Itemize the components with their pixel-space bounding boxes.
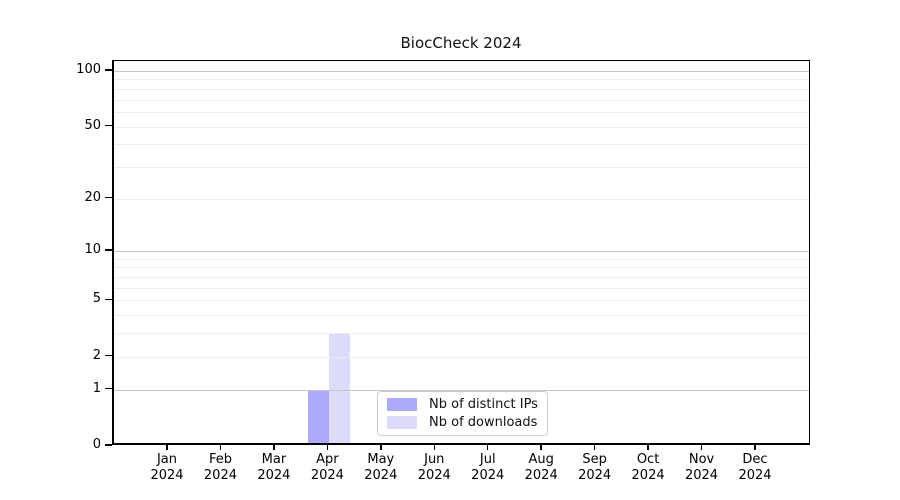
minor-gridline	[114, 277, 809, 279]
x-tick-year: 2024	[631, 468, 665, 483]
x-tick-month: Sep	[582, 452, 607, 467]
minor-gridline	[114, 356, 809, 358]
x-tick-mark	[754, 445, 756, 450]
minor-gridline	[114, 287, 809, 289]
legend-swatch-distinct-ips	[387, 398, 417, 411]
x-tick-mark	[219, 445, 222, 450]
bars-layer	[114, 61, 809, 443]
x-tick-month: Feb	[208, 452, 232, 467]
x-tick-month: May	[367, 452, 395, 467]
legend-label-downloads: Nb of downloads	[429, 415, 538, 430]
y-tick-label: 10	[84, 242, 101, 258]
x-tick-month: Nov	[688, 452, 715, 467]
legend-item-downloads: Nb of downloads	[387, 415, 538, 430]
x-tick-mark	[486, 445, 489, 450]
x-tick-label: Dec 2024	[712, 452, 798, 484]
x-tick-label: Mar 2024	[231, 452, 317, 484]
minor-gridline	[114, 79, 809, 81]
minor-gridline	[114, 258, 809, 260]
bar-downloads	[329, 333, 351, 443]
x-tick-label: Jun 2024	[391, 452, 477, 484]
x-tick-mark	[326, 445, 329, 450]
y-tick-mark	[105, 387, 112, 390]
minor-gridline	[114, 126, 809, 128]
x-tick-year: 2024	[684, 468, 719, 483]
x-tick-mark	[166, 445, 168, 450]
y-tick-mark	[105, 354, 112, 357]
y-tick-label: 100	[76, 62, 101, 77]
minor-gridline	[114, 267, 809, 269]
x-tick-label: Nov 2024	[659, 452, 745, 484]
x-tick-month: Mar	[261, 452, 287, 467]
plot-area	[112, 60, 810, 445]
x-tick-label: Jul 2024	[445, 452, 531, 484]
bar-distinct-ips	[308, 389, 330, 443]
x-tick-label: Jan 2024	[124, 452, 210, 484]
chart-title: BiocCheck 2024	[400, 34, 522, 52]
y-tick-mark	[105, 124, 112, 127]
x-tick-label: Feb 2024	[177, 452, 263, 484]
y-tick-mark	[105, 444, 112, 446]
legend: Nb of distinct IPs Nb of downloads	[377, 391, 548, 436]
x-tick-label: Apr 2024	[284, 452, 370, 484]
x-tick-mark	[647, 445, 649, 450]
x-tick-mark	[380, 445, 382, 450]
x-tick-year: 2024	[471, 468, 505, 483]
y-tick-mark	[105, 249, 112, 251]
y-tick-mark	[105, 69, 112, 71]
y-tick-label: 1	[92, 380, 101, 396]
x-tick-month: Aug	[528, 452, 554, 467]
y-tick-label: 5	[92, 291, 101, 307]
x-tick-year: 2024	[364, 468, 398, 483]
x-tick-month: Jan	[156, 452, 178, 467]
y-tick-mark	[105, 196, 112, 199]
minor-gridline	[114, 315, 809, 317]
x-tick-month: Jun	[424, 452, 445, 467]
x-tick-year: 2024	[738, 468, 772, 483]
major-gridline	[114, 71, 809, 72]
x-tick-mark	[593, 445, 596, 450]
x-tick-label: Aug 2024	[498, 452, 584, 484]
x-tick-year: 2024	[203, 468, 237, 483]
y-tick-label: 0	[92, 437, 101, 452]
x-tick-year: 2024	[257, 468, 291, 483]
x-tick-month: Apr	[316, 452, 339, 467]
legend-item-distinct-ips: Nb of distinct IPs	[387, 397, 538, 412]
grid-layer	[114, 61, 809, 443]
x-tick-label: May 2024	[338, 452, 424, 484]
x-tick-year: 2024	[150, 468, 184, 483]
x-tick-month: Jul	[479, 452, 496, 467]
x-tick-mark	[700, 445, 703, 450]
minor-gridline	[114, 99, 809, 101]
y-tick-label: 50	[84, 117, 101, 133]
minor-gridline	[114, 111, 809, 113]
x-tick-label: Sep 2024	[552, 452, 638, 484]
x-tick-label: Oct 2024	[605, 452, 691, 484]
x-tick-year: 2024	[417, 468, 451, 483]
x-tick-month: Oct	[636, 452, 660, 467]
minor-gridline	[114, 88, 809, 90]
x-tick-mark	[433, 445, 436, 450]
y-tick-label: 20	[84, 189, 101, 205]
y-tick-label: 2	[92, 347, 101, 363]
y-tick-mark	[105, 298, 112, 301]
minor-gridline	[114, 166, 809, 168]
major-gridline	[114, 251, 809, 253]
x-tick-mark	[273, 445, 275, 450]
x-tick-month: Dec	[742, 452, 768, 467]
x-tick-mark	[540, 445, 542, 450]
x-tick-year: 2024	[310, 468, 344, 483]
minor-gridline	[114, 144, 809, 146]
minor-gridline	[114, 198, 809, 200]
minor-gridline	[114, 333, 809, 335]
legend-label-distinct-ips: Nb of distinct IPs	[429, 397, 538, 412]
x-tick-year: 2024	[524, 468, 558, 483]
minor-gridline	[114, 300, 809, 302]
x-tick-year: 2024	[578, 468, 612, 483]
legend-swatch-downloads	[387, 416, 417, 429]
